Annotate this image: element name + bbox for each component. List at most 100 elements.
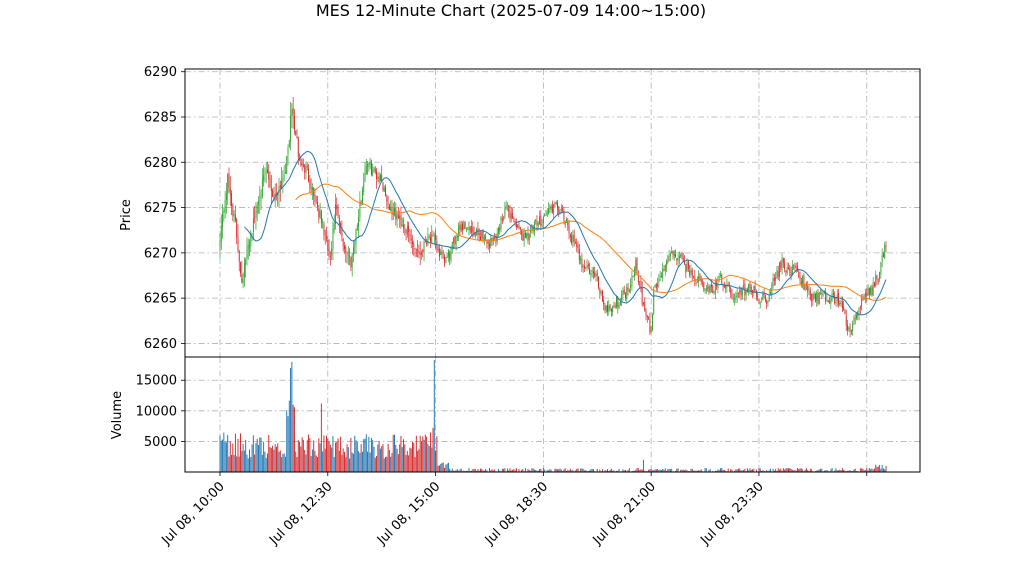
volume-bar: [222, 439, 223, 472]
candle-body: [561, 207, 562, 210]
candle-body: [547, 212, 548, 217]
volume-bar: [388, 444, 389, 472]
candle-body: [463, 222, 464, 230]
volume-bar: [363, 439, 364, 472]
candle-body: [327, 240, 328, 250]
candle-body: [621, 294, 622, 300]
volume-bar: [629, 468, 630, 472]
candle-body: [667, 261, 668, 263]
volume-bar: [316, 456, 317, 472]
candle-body: [408, 226, 409, 232]
candle-body: [426, 243, 427, 244]
price-tick-label: 6265: [144, 292, 177, 307]
candle-body: [757, 296, 758, 297]
volume-bar: [395, 445, 396, 472]
candle-body: [552, 205, 553, 212]
candle-body: [879, 272, 880, 279]
candle-body: [383, 182, 384, 190]
candle-body: [376, 171, 377, 179]
candle-body: [883, 254, 884, 257]
candle-body: [430, 237, 431, 242]
candle-body: [784, 263, 785, 269]
candle-body: [742, 289, 743, 296]
volume-bar: [318, 438, 319, 472]
candle-body: [380, 175, 381, 181]
volume-bar: [345, 457, 346, 472]
candle-body: [847, 325, 848, 330]
volume-bar: [243, 444, 244, 472]
volume-bar: [352, 453, 353, 472]
candle-body: [511, 213, 512, 218]
candle-body: [504, 208, 505, 218]
candle-body: [778, 271, 779, 276]
candle-body: [322, 222, 323, 223]
candle-body: [662, 269, 663, 279]
volume-bar: [637, 468, 638, 472]
volume-bar: [747, 468, 748, 472]
candle-body: [259, 200, 260, 201]
candle-body: [707, 287, 708, 288]
candle-body: [345, 247, 346, 252]
candle-body: [425, 242, 426, 243]
candle-body: [354, 245, 355, 246]
volume-bar: [338, 438, 339, 472]
volume-bar: [350, 438, 351, 472]
candle-body: [589, 268, 590, 274]
candle-body: [311, 187, 312, 190]
candle-body: [244, 263, 245, 277]
candle-body: [644, 301, 645, 311]
candle-body: [880, 262, 881, 274]
x-tick-label: Jul 08, 21:00: [590, 479, 659, 548]
candle-body: [682, 253, 683, 258]
candle-body: [429, 236, 430, 238]
candle-body: [661, 276, 662, 277]
candle-body: [652, 314, 653, 329]
volume-bar: [354, 436, 355, 472]
volume-bar: [720, 468, 721, 472]
candle-body: [404, 228, 405, 229]
volume-bar: [380, 449, 381, 472]
candle-body: [323, 223, 324, 234]
chart-title: MES 12-Minute Chart (2025-07-09 14:00~15…: [316, 1, 706, 20]
candle-body: [300, 159, 301, 165]
volume-bar: [268, 435, 269, 472]
volume-bar: [425, 435, 426, 472]
candle-body: [820, 293, 821, 294]
candle-body: [673, 251, 674, 255]
candle-body: [649, 319, 650, 333]
volume-bar: [417, 451, 418, 472]
candle-body: [861, 299, 862, 307]
volume-bar: [281, 457, 282, 472]
volume-bar: [339, 451, 340, 472]
candle-body: [503, 218, 504, 219]
volume-bar: [422, 436, 423, 472]
volume-bar: [284, 453, 285, 472]
candle-body: [280, 185, 281, 187]
candle-body: [598, 277, 599, 288]
candle-body: [223, 211, 224, 213]
candle-body: [235, 215, 236, 220]
volume-bar: [230, 441, 231, 472]
volume-bar: [886, 466, 887, 472]
candle-body: [220, 241, 221, 246]
candle-body: [626, 287, 627, 299]
volume-bar: [721, 468, 722, 472]
volume-bar: [533, 468, 534, 472]
candle-body: [435, 235, 436, 240]
candle-body: [388, 203, 389, 204]
candle-body: [639, 281, 640, 282]
volume-bar: [290, 368, 291, 472]
price-tick-label: 6290: [144, 65, 177, 80]
volume-bar: [778, 468, 779, 472]
candle-body: [422, 250, 423, 252]
candle-body: [843, 306, 844, 310]
candle-body: [325, 235, 326, 236]
candle-body: [271, 188, 272, 191]
candle-body: [409, 234, 410, 237]
volume-bar: [313, 440, 314, 472]
candle-body: [508, 205, 509, 212]
candle-body: [344, 246, 345, 249]
candle-body: [628, 288, 629, 291]
candle-body: [587, 265, 588, 268]
